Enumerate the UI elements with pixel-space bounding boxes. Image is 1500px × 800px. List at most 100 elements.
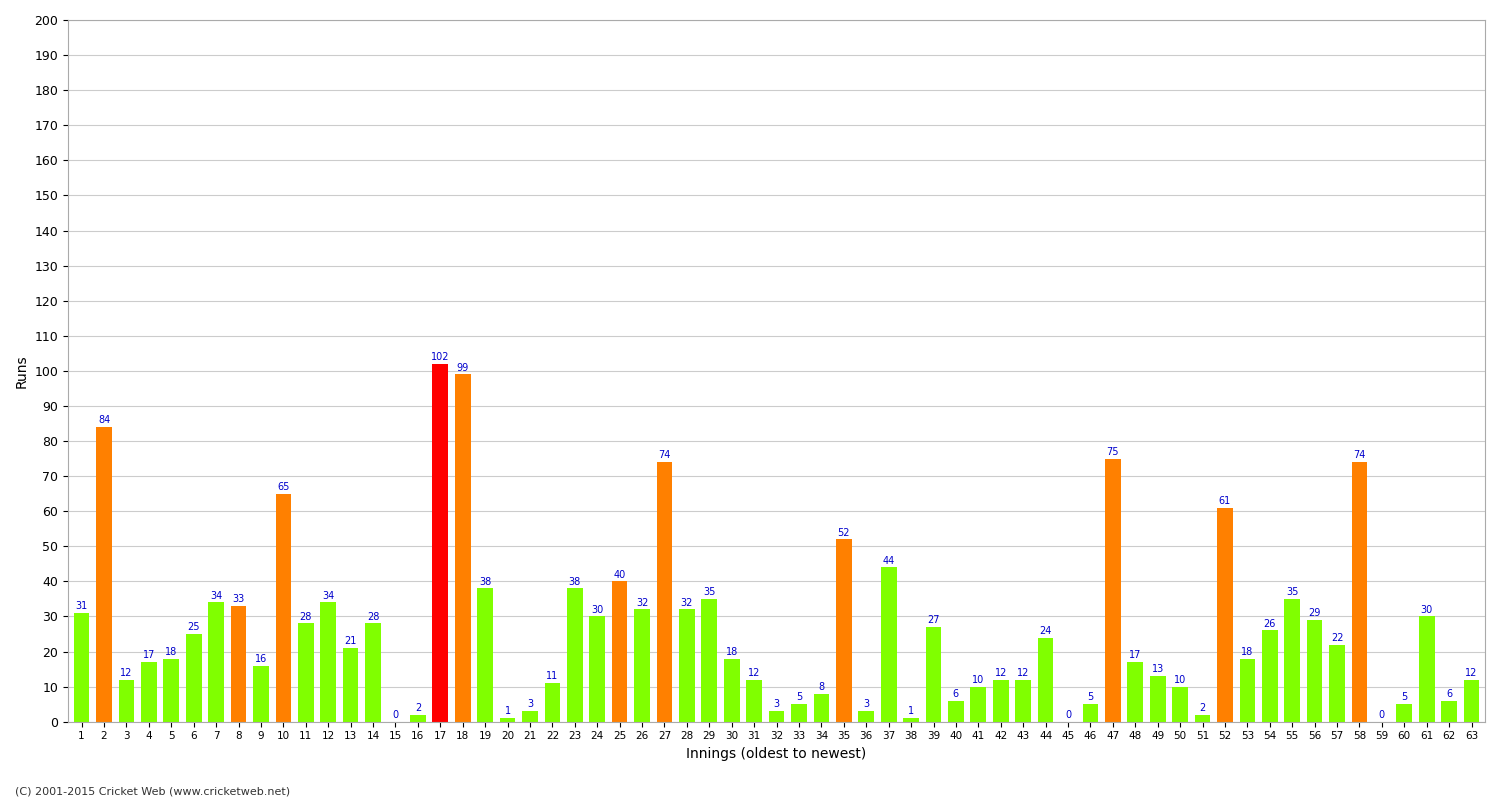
Bar xyxy=(1038,638,1053,722)
Text: 21: 21 xyxy=(345,636,357,646)
Bar xyxy=(96,427,112,722)
Text: 5: 5 xyxy=(1401,693,1407,702)
Text: 0: 0 xyxy=(393,710,399,720)
Text: 30: 30 xyxy=(591,605,603,614)
Bar xyxy=(702,599,717,722)
Bar xyxy=(1396,704,1411,722)
Bar xyxy=(522,711,538,722)
Bar xyxy=(836,539,852,722)
Bar xyxy=(858,711,874,722)
Text: 2: 2 xyxy=(416,703,422,713)
Bar xyxy=(1262,630,1278,722)
Text: 24: 24 xyxy=(1040,626,1052,636)
Text: 3: 3 xyxy=(862,699,870,710)
Text: 0: 0 xyxy=(1065,710,1071,720)
Bar xyxy=(1216,508,1233,722)
Text: 5: 5 xyxy=(1088,693,1094,702)
Bar xyxy=(1442,701,1456,722)
Bar xyxy=(364,623,381,722)
Bar xyxy=(74,613,90,722)
Text: 6: 6 xyxy=(1446,689,1452,699)
Text: 18: 18 xyxy=(165,647,177,657)
Text: 99: 99 xyxy=(456,362,470,373)
Bar xyxy=(612,582,627,722)
Text: 3: 3 xyxy=(526,699,532,710)
Bar xyxy=(1150,676,1166,722)
Text: 12: 12 xyxy=(1017,668,1029,678)
Bar xyxy=(141,662,156,722)
Text: 38: 38 xyxy=(478,577,492,586)
Bar xyxy=(298,623,314,722)
Text: 18: 18 xyxy=(1240,647,1254,657)
Text: 2: 2 xyxy=(1200,703,1206,713)
Text: 32: 32 xyxy=(636,598,648,608)
Text: 1: 1 xyxy=(504,706,510,717)
Bar xyxy=(1173,686,1188,722)
Text: (C) 2001-2015 Cricket Web (www.cricketweb.net): (C) 2001-2015 Cricket Web (www.cricketwe… xyxy=(15,786,290,796)
Bar xyxy=(1194,714,1210,722)
Bar xyxy=(344,648,358,722)
Text: 12: 12 xyxy=(1466,668,1478,678)
Text: 35: 35 xyxy=(704,587,716,597)
Bar xyxy=(1284,599,1300,722)
Text: 38: 38 xyxy=(568,577,580,586)
Text: 10: 10 xyxy=(972,675,984,685)
Text: 40: 40 xyxy=(614,570,626,580)
Text: 1: 1 xyxy=(908,706,914,717)
Bar xyxy=(1329,645,1346,722)
Text: 11: 11 xyxy=(546,671,558,682)
Text: 3: 3 xyxy=(774,699,780,710)
Text: 17: 17 xyxy=(1130,650,1142,660)
Text: 44: 44 xyxy=(882,555,896,566)
Text: 84: 84 xyxy=(98,415,109,426)
Text: 5: 5 xyxy=(796,693,802,702)
Bar xyxy=(567,588,582,722)
Bar xyxy=(813,694,830,722)
X-axis label: Innings (oldest to newest): Innings (oldest to newest) xyxy=(687,747,867,761)
Bar xyxy=(209,602,224,722)
Bar xyxy=(432,364,448,722)
Bar xyxy=(590,617,604,722)
Bar xyxy=(1083,704,1098,722)
Bar xyxy=(993,680,1008,722)
Text: 13: 13 xyxy=(1152,664,1164,674)
Text: 10: 10 xyxy=(1174,675,1186,685)
Text: 12: 12 xyxy=(120,668,132,678)
Bar xyxy=(1306,620,1323,722)
Text: 34: 34 xyxy=(322,590,334,601)
Text: 12: 12 xyxy=(748,668,760,678)
Text: 52: 52 xyxy=(837,527,850,538)
Bar xyxy=(454,374,471,722)
Bar xyxy=(634,610,650,722)
Bar xyxy=(1464,680,1479,722)
Bar xyxy=(768,711,784,722)
Bar xyxy=(254,666,268,722)
Text: 6: 6 xyxy=(952,689,958,699)
Bar xyxy=(321,602,336,722)
Text: 16: 16 xyxy=(255,654,267,664)
Bar xyxy=(544,683,560,722)
Bar xyxy=(410,714,426,722)
Bar xyxy=(1239,658,1256,722)
Text: 102: 102 xyxy=(430,352,450,362)
Text: 28: 28 xyxy=(368,612,380,622)
Text: 8: 8 xyxy=(819,682,825,692)
Text: 34: 34 xyxy=(210,590,222,601)
Text: 18: 18 xyxy=(726,647,738,657)
Bar xyxy=(970,686,986,722)
Text: 29: 29 xyxy=(1308,608,1322,618)
Text: 28: 28 xyxy=(300,612,312,622)
Bar xyxy=(231,606,246,722)
Bar xyxy=(1352,462,1368,722)
Bar xyxy=(926,627,942,722)
Text: 74: 74 xyxy=(1353,450,1365,460)
Bar xyxy=(186,634,201,722)
Text: 30: 30 xyxy=(1420,605,1432,614)
Bar xyxy=(118,680,135,722)
Text: 75: 75 xyxy=(1107,447,1119,457)
Bar xyxy=(948,701,964,722)
Text: 22: 22 xyxy=(1330,633,1344,642)
Text: 31: 31 xyxy=(75,602,87,611)
Bar xyxy=(680,610,694,722)
Bar xyxy=(1106,458,1120,722)
